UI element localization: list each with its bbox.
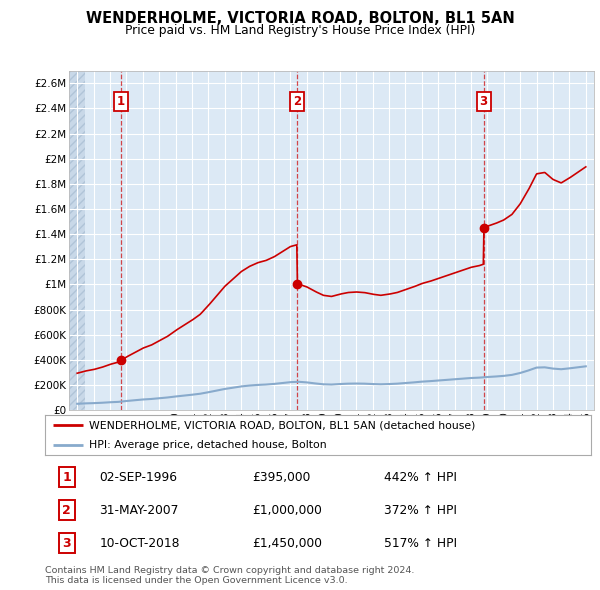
Text: 2: 2 [293, 95, 301, 108]
Text: 517% ↑ HPI: 517% ↑ HPI [383, 536, 457, 550]
Text: £1,450,000: £1,450,000 [253, 536, 322, 550]
Text: £395,000: £395,000 [253, 470, 311, 484]
Text: 02-SEP-1996: 02-SEP-1996 [100, 470, 178, 484]
Text: 442% ↑ HPI: 442% ↑ HPI [383, 470, 457, 484]
Bar [69, 71, 85, 410]
Text: WENDERHOLME, VICTORIA ROAD, BOLTON, BL1 5AN: WENDERHOLME, VICTORIA ROAD, BOLTON, BL1 … [86, 11, 514, 25]
Text: 10-OCT-2018: 10-OCT-2018 [100, 536, 180, 550]
Text: Contains HM Land Registry data © Crown copyright and database right 2024.: Contains HM Land Registry data © Crown c… [45, 566, 415, 575]
Text: HPI: Average price, detached house, Bolton: HPI: Average price, detached house, Bolt… [89, 441, 326, 450]
Text: 2: 2 [62, 503, 71, 517]
Text: 3: 3 [479, 95, 488, 108]
Text: This data is licensed under the Open Government Licence v3.0.: This data is licensed under the Open Gov… [45, 576, 347, 585]
Text: WENDERHOLME, VICTORIA ROAD, BOLTON, BL1 5AN (detached house): WENDERHOLME, VICTORIA ROAD, BOLTON, BL1 … [89, 421, 475, 430]
Text: 3: 3 [62, 536, 71, 550]
Text: 372% ↑ HPI: 372% ↑ HPI [383, 503, 457, 517]
Text: 1: 1 [117, 95, 125, 108]
Text: Price paid vs. HM Land Registry's House Price Index (HPI): Price paid vs. HM Land Registry's House … [125, 24, 475, 37]
Text: 1: 1 [62, 470, 71, 484]
Text: £1,000,000: £1,000,000 [253, 503, 322, 517]
Text: 31-MAY-2007: 31-MAY-2007 [100, 503, 179, 517]
